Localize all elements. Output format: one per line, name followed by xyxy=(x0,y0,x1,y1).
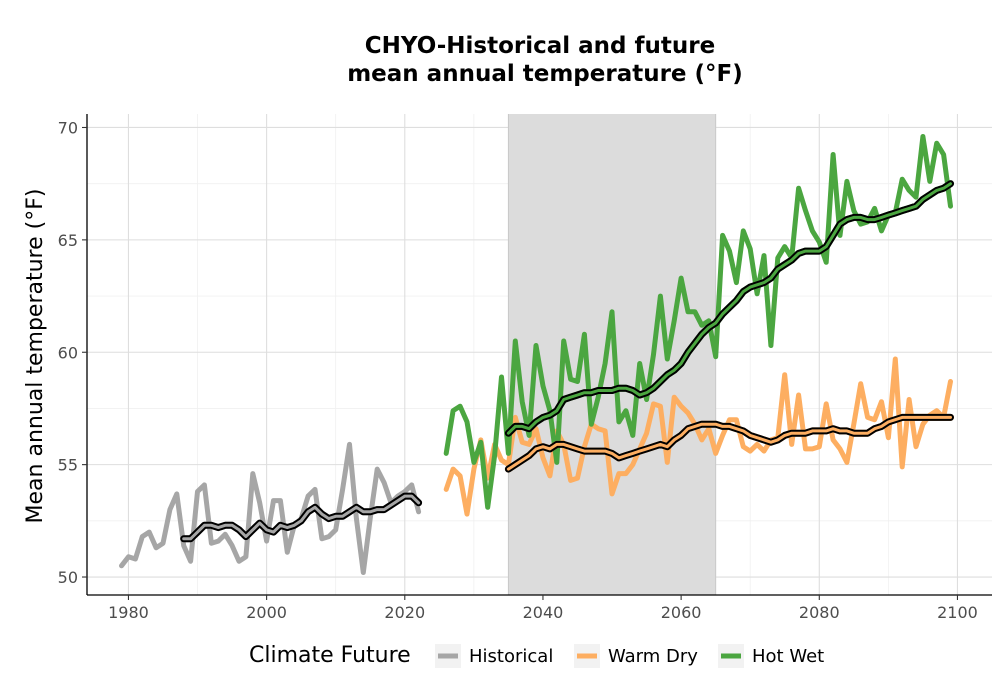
legend-label: Historical xyxy=(469,646,553,667)
x-tick-label: 1980 xyxy=(108,603,149,622)
shaded-period xyxy=(507,114,717,595)
chart-title-line-1: CHYO-Historical and future xyxy=(365,33,715,59)
series-line-warm-dry xyxy=(443,356,953,517)
legend-title: Climate Future xyxy=(249,643,411,668)
x-tick-label: 2080 xyxy=(799,603,840,622)
y-tick-label: 70 xyxy=(58,118,78,137)
y-tick-label: 50 xyxy=(58,568,78,587)
axes xyxy=(82,114,992,600)
legend: Climate Future Historical Warm Dry Hot Wet xyxy=(249,643,824,668)
legend-label: Hot Wet xyxy=(752,646,824,667)
series-line-warm-dry-smoothed xyxy=(506,415,952,471)
y-tick-label: 55 xyxy=(58,456,78,475)
series-lines xyxy=(119,134,954,575)
legend-entry-historical: Historical xyxy=(435,644,553,668)
chart-title: CHYO-Historical and future mean annual t… xyxy=(347,33,743,87)
y-axis-title: Mean annual temperature (°F) xyxy=(23,189,48,524)
tick-labels: 1980 2000 2020 2040 2060 2080 2100 50 55 60 65 70 xyxy=(58,118,978,622)
legend-entry-hot-wet: Hot Wet xyxy=(718,644,824,668)
series-line-historical-smoothed xyxy=(182,494,421,541)
x-tick-label: 2100 xyxy=(937,603,978,622)
shaded-period-rect xyxy=(508,114,716,595)
x-tick-label: 2060 xyxy=(661,603,702,622)
legend-label: Warm Dry xyxy=(608,646,698,667)
series-line-hot-wet-smoothed xyxy=(506,182,952,435)
y-tick-label: 60 xyxy=(58,343,78,362)
series-line-historical-smoothed-edge xyxy=(180,492,423,543)
legend-entries: Historical Warm Dry Hot Wet xyxy=(435,644,824,668)
x-tick-label: 2040 xyxy=(523,603,564,622)
chart-title-line-2: mean annual temperature (°F) xyxy=(347,61,743,87)
series-line-historical xyxy=(119,441,422,575)
x-tick-label: 2020 xyxy=(384,603,425,622)
x-tick-label: 2000 xyxy=(246,603,287,622)
legend-entry-warm-dry: Warm Dry xyxy=(574,644,698,668)
y-tick-label: 65 xyxy=(58,231,78,250)
